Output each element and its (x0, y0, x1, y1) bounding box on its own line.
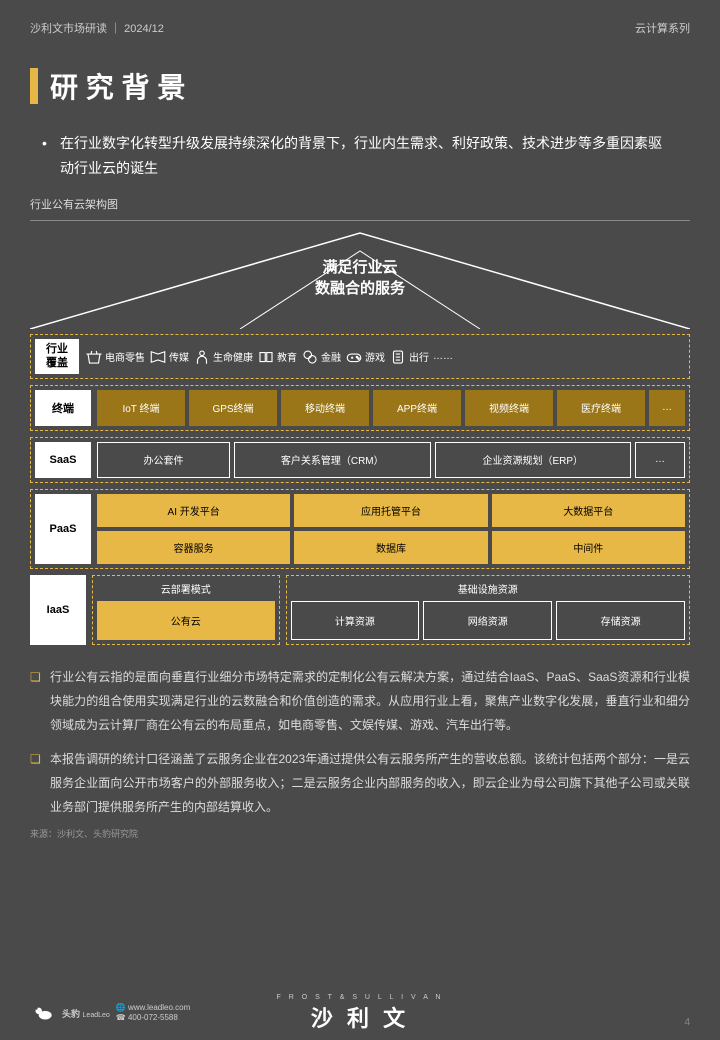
header-right: 云计算系列 (635, 20, 690, 36)
industry-label: 行业覆盖 (35, 339, 79, 373)
body-paragraph-2: 本报告调研的统计口径涵盖了云服务企业在2023年通过提供公有云服务所产生的营收总… (0, 737, 720, 819)
header-left: 沙利文市场研读 ｜ 2024/12 (30, 20, 164, 36)
saas-erp: 企业资源规划（ERP） (435, 442, 632, 478)
iaas-deploy-head: 云部署模式 (97, 580, 275, 598)
source-note: 来源：沙利文、头豹研究院 (0, 819, 720, 848)
terminal-video: 视频终端 (465, 390, 553, 426)
title-accent-bar (30, 68, 38, 104)
diagram-subtitle: 行业公有云架构图 (0, 196, 720, 220)
intro-bullet: 在行业数字化转型升级发展持续深化的背景下，行业内生需求、利好政策、技术进步等多重… (0, 126, 720, 196)
icon-travel: 出行 (389, 348, 429, 366)
iaas-deploy-col: 云部署模式 公有云 (92, 575, 280, 645)
iaas-network: 网络资源 (423, 601, 552, 640)
footer: 头豹 LeadLeo 🌐 www.leadleo.com ☎ 400-072-5… (0, 990, 720, 1040)
saas-more: … (635, 442, 685, 478)
icon-media: 传媒 (149, 348, 189, 366)
iaas-infra-head: 基础设施资源 (291, 580, 685, 598)
iaas-infra-col: 基础设施资源 计算资源 网络资源 存储资源 (286, 575, 690, 645)
icon-health: 生命健康 (193, 348, 253, 366)
page-number: 4 (684, 1017, 690, 1028)
paas-label: PaaS (35, 494, 91, 564)
iaas-storage: 存储资源 (556, 601, 685, 640)
saas-office: 办公套件 (97, 442, 230, 478)
terminal-label: 终端 (35, 390, 91, 426)
peak-line1: 满足行业云 (315, 257, 405, 278)
saas-label: SaaS (35, 442, 91, 478)
footer-brand: 头豹 LeadLeo 🌐 www.leadleo.com ☎ 400-072-5… (30, 1000, 190, 1026)
paas-db: 数据库 (294, 531, 487, 564)
layer-paas: PaaS AI 开发平台 应用托管平台 大数据平台 容器服务 数据库 中间件 (30, 489, 690, 569)
terminal-medical: 医疗终端 (557, 390, 645, 426)
icon-ecommerce: 电商零售 (85, 348, 145, 366)
icon-game: 游戏 (345, 348, 385, 366)
frost-sullivan: F R O S T & S U L L I V A N (277, 994, 444, 1001)
industry-icons: 电商零售 传媒 生命健康 教育 金融 游戏 (85, 339, 685, 373)
paas-bigdata: 大数据平台 (492, 494, 685, 527)
paas-hosting: 应用托管平台 (294, 494, 487, 527)
header: 沙利文市场研读 ｜ 2024/12 云计算系列 (0, 0, 720, 46)
footer-center: F R O S T & S U L L I V A N 沙 利 文 (277, 994, 444, 1033)
roof: 满足行业云 数融合的服务 (30, 229, 690, 329)
layer-saas: SaaS 办公套件 客户关系管理（CRM） 企业资源规划（ERP） … (30, 437, 690, 483)
leopard-icon (30, 1000, 56, 1026)
architecture-diagram: 满足行业云 数融合的服务 行业覆盖 电商零售 传媒 生命健康 教育 (0, 221, 720, 654)
title-section: 研 究 背 景 (0, 46, 720, 126)
paas-middleware: 中间件 (492, 531, 685, 564)
saas-crm: 客户关系管理（CRM） (234, 442, 431, 478)
terminal-mobile: 移动终端 (281, 390, 369, 426)
body-paragraph-1: 行业公有云指的是面向垂直行业细分市场特定需求的定制化公有云解决方案，通过结合Ia… (0, 655, 720, 737)
iaas-compute: 计算资源 (291, 601, 420, 640)
paas-ai: AI 开发平台 (97, 494, 290, 527)
terminal-gps: GPS终端 (189, 390, 277, 426)
layer-industry: 行业覆盖 电商零售 传媒 生命健康 教育 金融 (30, 334, 690, 378)
terminal-iot: IoT 终端 (97, 390, 185, 426)
shaliwen-logo: 沙 利 文 (277, 1001, 444, 1033)
icon-finance: 金融 (301, 348, 341, 366)
iaas-label: IaaS (30, 575, 86, 645)
peak-line2: 数融合的服务 (315, 278, 405, 299)
page-title: 研 究 背 景 (50, 66, 185, 106)
icon-education: 教育 (257, 348, 297, 366)
layer-iaas: IaaS 云部署模式 公有云 基础设施资源 计算资源 网络资源 存储资源 (30, 575, 690, 645)
iaas-public-cloud: 公有云 (97, 601, 275, 640)
terminal-more: … (649, 390, 685, 426)
terminal-app: APP终端 (373, 390, 461, 426)
layer-terminal: 终端 IoT 终端 GPS终端 移动终端 APP终端 视频终端 医疗终端 … (30, 385, 690, 431)
paas-container: 容器服务 (97, 531, 290, 564)
icon-more: …… (433, 351, 453, 362)
